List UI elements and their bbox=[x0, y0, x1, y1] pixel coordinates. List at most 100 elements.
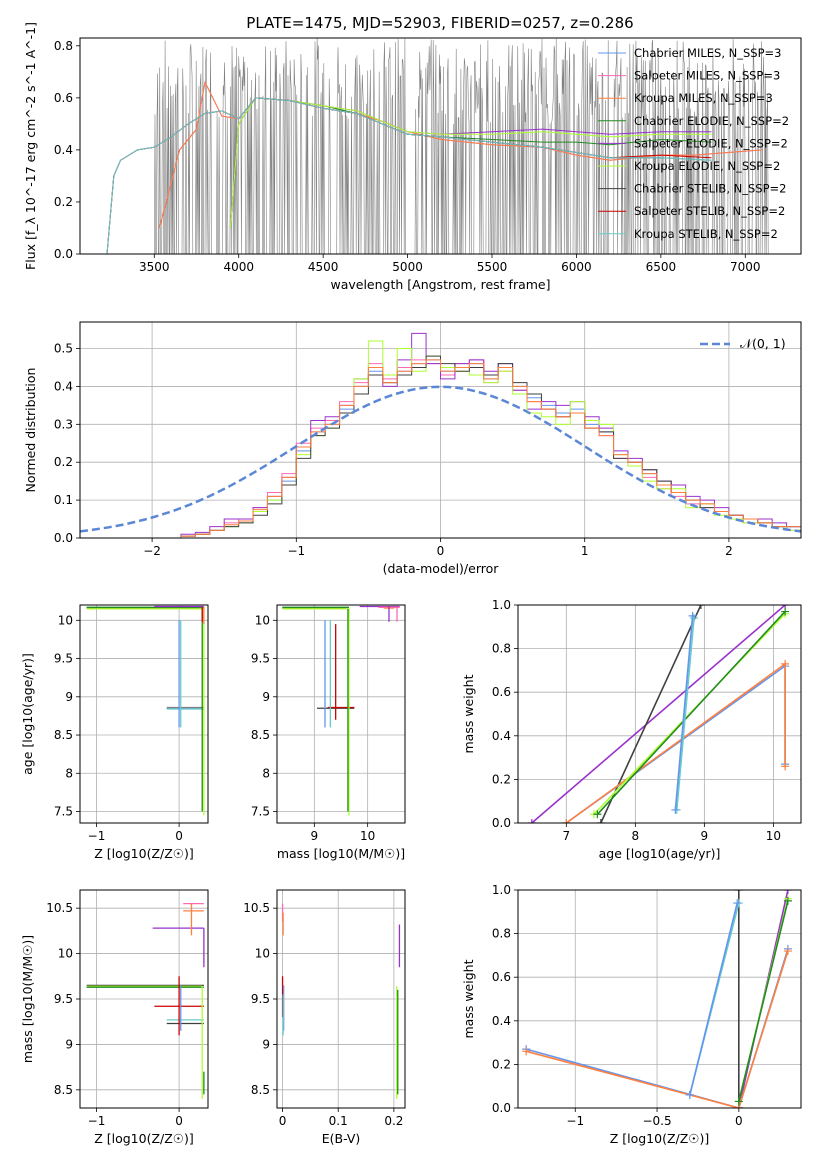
axes-frame bbox=[517, 889, 802, 1109]
y-tick-label: 9 bbox=[262, 690, 270, 704]
weight-marker bbox=[593, 810, 602, 819]
weight-marker bbox=[734, 1097, 743, 1106]
plot-area bbox=[527, 605, 790, 823]
histogram-step bbox=[180, 359, 801, 538]
x-tick-label: 9 bbox=[311, 829, 319, 843]
x-tick-label: 0 bbox=[437, 544, 445, 558]
x-tick-label: 2 bbox=[725, 544, 733, 558]
x-tick-label: −1 bbox=[88, 829, 106, 843]
y-tick-label: 1.0 bbox=[492, 883, 511, 897]
x-tick-label: 1 bbox=[581, 544, 589, 558]
y-tick-label: 10 bbox=[255, 613, 270, 627]
x-tick-label: −0.5 bbox=[642, 1114, 671, 1128]
y-tick-label: 10 bbox=[58, 947, 73, 961]
plot-area bbox=[281, 903, 401, 1099]
y-tick-label: 0.2 bbox=[54, 455, 73, 469]
x-tick-label: 0 bbox=[279, 1114, 287, 1128]
legend-entry: Chabrier MILES, N_SSP=3 bbox=[634, 46, 781, 60]
y-tick-label: 10.5 bbox=[243, 901, 270, 915]
y-tick-label: 0.8 bbox=[54, 39, 73, 53]
x-axis-label: Z [log10(Z/Z☉)] bbox=[94, 846, 194, 861]
y-axis-label: Flux [f_λ 10^-17 erg cm^-2 s^-1 A^-1] bbox=[23, 22, 38, 270]
weight-line bbox=[689, 902, 738, 1096]
x-tick-label: 10 bbox=[766, 829, 781, 843]
weight-marker bbox=[781, 762, 790, 771]
plot-area bbox=[282, 605, 400, 816]
y-tick-label: 0.4 bbox=[54, 143, 73, 157]
legend-entry: Chabrier STELIB, N_SSP=2 bbox=[634, 182, 786, 196]
y-tick-label: 0.6 bbox=[54, 91, 73, 105]
axes-frame bbox=[517, 604, 802, 824]
x-axis-label: E(B-V) bbox=[322, 1131, 361, 1146]
x-tick-label: 5000 bbox=[392, 260, 423, 274]
plot-area bbox=[86, 605, 205, 816]
x-tick-label: 0.1 bbox=[329, 1114, 348, 1128]
y-tick-label: 0.8 bbox=[492, 927, 511, 941]
y-tick-label: 0.2 bbox=[54, 195, 73, 209]
legend-entry: Kroupa MILES, N_SSP=3 bbox=[634, 91, 773, 105]
y-tick-label: 0.2 bbox=[492, 772, 511, 786]
y-tick-label: 9.5 bbox=[251, 992, 270, 1006]
weight-marker bbox=[781, 607, 790, 616]
plot-area bbox=[86, 902, 205, 1099]
y-tick-label: 8 bbox=[262, 766, 270, 780]
y-axis-label: age [log10(age/yr)] bbox=[20, 653, 35, 775]
y-tick-label: 7.5 bbox=[251, 805, 270, 819]
x-tick-label: 0 bbox=[175, 829, 183, 843]
y-tick-label: 0.3 bbox=[54, 417, 73, 431]
y-tick-label: 9.5 bbox=[54, 652, 73, 666]
x-tick-label: −1 bbox=[88, 1114, 106, 1128]
x-tick-label: 9 bbox=[701, 829, 709, 843]
x-tick-label: 0.2 bbox=[384, 1114, 403, 1128]
weight-marker bbox=[781, 659, 790, 668]
x-axis-label: Z [log10(Z/Z☉)] bbox=[94, 1131, 194, 1146]
weight-line bbox=[738, 900, 789, 1102]
figure-title: PLATE=1475, MJD=52903, FIBERID=0257, z=0… bbox=[246, 14, 633, 32]
y-axis-label: mass weight bbox=[461, 959, 476, 1038]
x-axis-label: wavelength [Angstrom, rest frame] bbox=[330, 277, 550, 292]
mass-vs-ebv-panel: 0 0.1 0.2 8.5 9 9.5 10 10.5 E(B-V) bbox=[243, 889, 406, 1146]
plot-area bbox=[522, 890, 792, 1108]
x-tick-label: 4500 bbox=[308, 260, 339, 274]
y-tick-label: 8.5 bbox=[251, 728, 270, 742]
legend-entry: Kroupa ELODIE, N_SSP=2 bbox=[634, 159, 780, 173]
weight-marker bbox=[783, 947, 792, 956]
y-tick-label: 8 bbox=[65, 766, 73, 780]
y-tick-label: 9 bbox=[65, 1037, 73, 1051]
x-tick-label: 0 bbox=[175, 1114, 183, 1128]
x-tick-label: 7 bbox=[562, 829, 570, 843]
weight-marker bbox=[783, 896, 792, 905]
y-tick-label: 0.1 bbox=[54, 493, 73, 507]
age-vs-z-panel: −1 0 7.5 8 8.5 9 9.5 10 Z [log10(Z/Z☉)] age [log1… bbox=[20, 604, 209, 861]
legend-entry: Salpeter MILES, N_SSP=3 bbox=[634, 69, 780, 83]
weight-line bbox=[531, 605, 786, 823]
legend-entry: 𝒩(0, 1) bbox=[740, 336, 786, 351]
weight-marker bbox=[527, 819, 536, 823]
x-axis-label: mass [log10(M/M☉)] bbox=[277, 846, 405, 861]
x-axis-label: age [log10(age/yr)] bbox=[599, 846, 721, 861]
spectrum-panel: 3500 4000 4500 5000 5500 6000 6500 7000 0.0 0.2 0.… bbox=[23, 22, 802, 292]
y-tick-label: 10 bbox=[255, 947, 270, 961]
y-tick-label: 0.4 bbox=[492, 729, 511, 743]
y-axis-label: mass [log10(M/M☉)] bbox=[20, 935, 35, 1063]
model-line bbox=[106, 97, 712, 254]
x-tick-label: 10 bbox=[360, 829, 375, 843]
weight-vs-z-panel: −1 −0.5 0 0.0 0.2 0.4 0.6 0.8 1.0 Z [log10(Z/Z☉)]… bbox=[461, 883, 802, 1146]
weight-marker bbox=[522, 1047, 531, 1056]
x-tick-label: 8 bbox=[632, 829, 640, 843]
legend-entry: Salpeter STELIB, N_SSP=2 bbox=[634, 204, 785, 218]
weight-marker bbox=[596, 819, 605, 823]
axes-frame bbox=[276, 889, 406, 1109]
y-tick-label: 0.4 bbox=[54, 379, 73, 393]
y-tick-label: 1.0 bbox=[492, 598, 511, 612]
weight-marker bbox=[671, 805, 680, 814]
axes-frame bbox=[79, 37, 802, 255]
x-tick-label: 6000 bbox=[561, 260, 592, 274]
mass-vs-z-panel: −1 0 8.5 9 9.5 10 10.5 Z [log10(Z/Z☉)] mass [log… bbox=[20, 889, 209, 1146]
legend: Chabrier MILES, N_SSP=3 Salpeter MILES, N… bbox=[598, 46, 789, 241]
x-tick-label: 3500 bbox=[139, 260, 170, 274]
residuals-panel: −2 −1 0 1 2 0.0 0.1 0.2 0.3 0.4 0.5 (data-model)/er… bbox=[23, 321, 802, 576]
y-axis-label: mass weight bbox=[461, 674, 476, 753]
y-tick-label: 8.5 bbox=[251, 1083, 270, 1097]
